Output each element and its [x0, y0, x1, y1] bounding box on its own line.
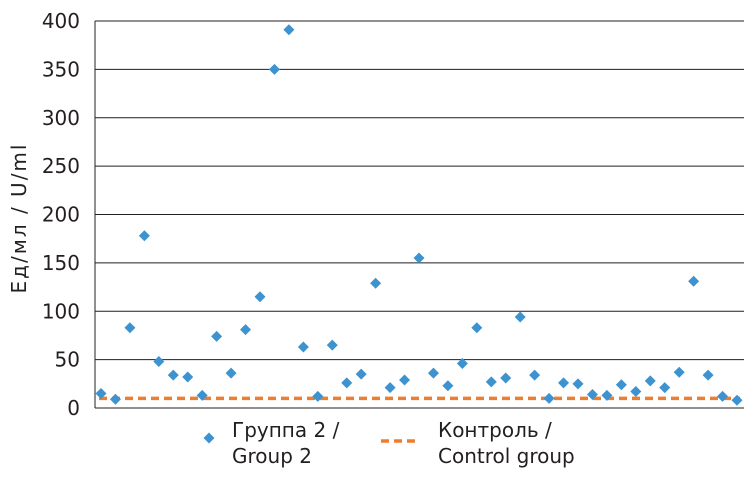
data-point: [370, 277, 382, 289]
data-point: [615, 379, 627, 391]
y-axis-ticks: 0 50 100 150 200 250 300 350 400: [42, 9, 80, 420]
legend-group2-marker: [203, 432, 215, 444]
data-point: [240, 324, 252, 336]
y-tick-label: 400: [42, 9, 80, 33]
data-point: [500, 372, 512, 384]
data-point: [268, 63, 280, 75]
data-point: [427, 367, 439, 379]
y-tick-label: 50: [55, 348, 80, 372]
y-tick-label: 0: [67, 396, 80, 420]
data-point: [529, 369, 541, 381]
y-tick-label: 100: [42, 299, 80, 323]
data-point: [485, 376, 497, 388]
legend-control: Контроль / Control group: [381, 418, 575, 468]
data-point: [297, 341, 309, 353]
data-point: [731, 394, 743, 406]
data-point: [225, 367, 237, 379]
y-axis-label: Ед/мл / U/ml: [7, 143, 31, 294]
data-point: [355, 368, 367, 380]
data-point: [442, 380, 454, 392]
data-point: [586, 388, 598, 400]
data-point: [341, 377, 353, 389]
data-point: [167, 369, 179, 381]
data-point: [211, 330, 223, 342]
y-tick-label: 200: [42, 203, 80, 227]
data-point: [283, 24, 295, 36]
data-point: [456, 357, 468, 369]
legend: Группа 2 / Group 2 Контроль / Control gr…: [203, 418, 575, 468]
data-point: [138, 230, 150, 242]
y-tick-label: 350: [42, 57, 80, 81]
data-point: [182, 371, 194, 383]
data-point: [95, 387, 107, 399]
group2-points: [95, 24, 743, 406]
data-point: [326, 339, 338, 351]
data-point: [717, 390, 729, 402]
data-point: [514, 311, 526, 323]
data-point: [601, 389, 613, 401]
data-point: [630, 386, 642, 398]
data-point: [543, 392, 555, 404]
data-point: [572, 378, 584, 390]
data-point: [413, 252, 425, 264]
data-point: [702, 369, 714, 381]
data-point: [196, 389, 208, 401]
legend-group2-label-line1: Группа 2 /: [232, 418, 340, 442]
data-point: [384, 382, 396, 394]
data-point: [673, 366, 685, 378]
data-point: [688, 275, 700, 287]
data-point: [399, 374, 411, 386]
y-tick-label: 300: [42, 106, 80, 130]
data-point: [558, 377, 570, 389]
data-point: [124, 322, 136, 334]
legend-control-label-line2: Control group: [438, 444, 575, 468]
data-point: [644, 375, 656, 387]
data-point: [153, 356, 165, 368]
y-tick-label: 250: [42, 154, 80, 178]
data-point: [254, 291, 266, 303]
grid-lines: [95, 20, 744, 361]
data-point: [109, 393, 121, 405]
data-point: [471, 322, 483, 334]
legend-group2: Группа 2 / Group 2: [203, 418, 340, 468]
y-tick-label: 150: [42, 251, 80, 275]
legend-group2-label-line2: Group 2: [232, 444, 312, 468]
data-point: [312, 390, 324, 402]
data-point: [659, 382, 671, 394]
legend-control-label-line1: Контроль /: [438, 418, 552, 442]
